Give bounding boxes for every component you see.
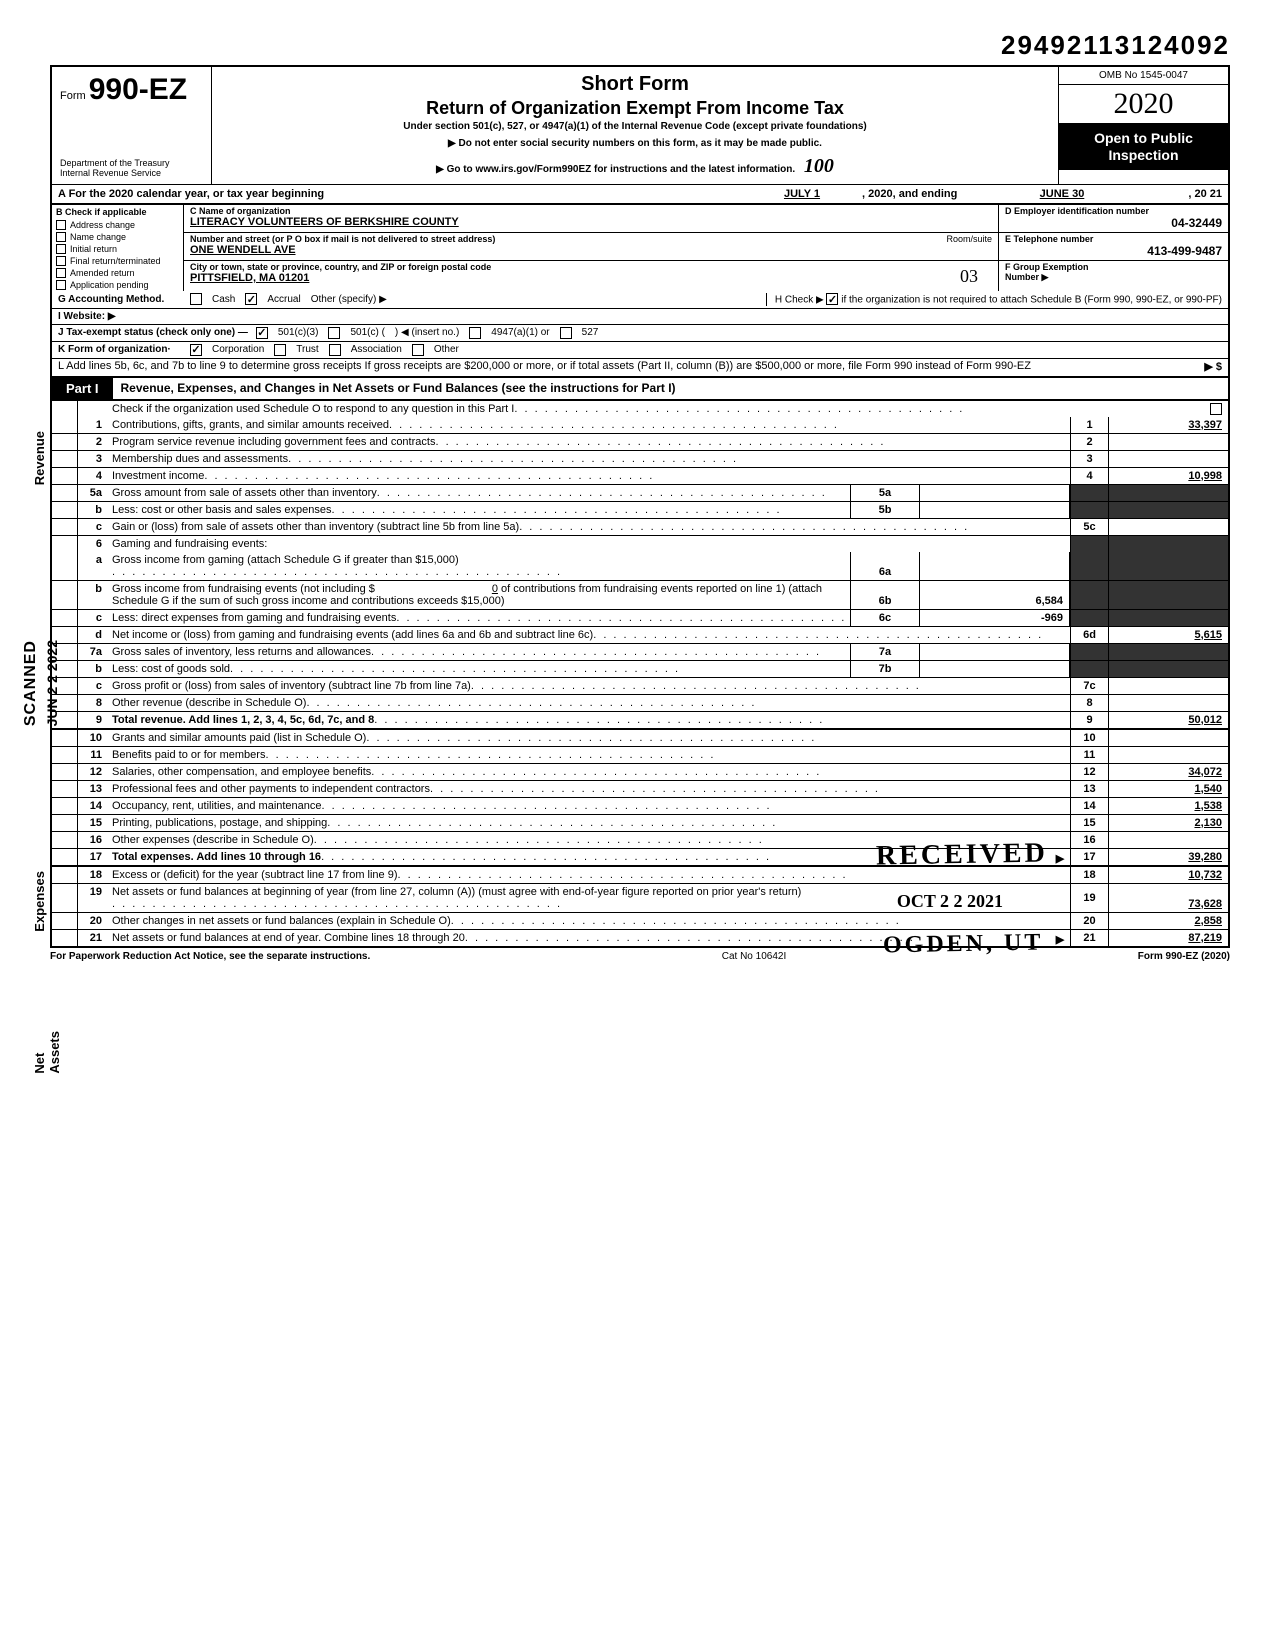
section-revenue: Revenue [32,431,47,485]
tax-year: 2020 [1059,85,1228,124]
col-c-org-info: C Name of organization LITERACY VOLUNTEE… [184,205,998,291]
row-k-form-org: K Form of organization· ✓Corporation Tru… [50,342,1230,359]
org-street: ONE WENDELL AVE [190,244,296,256]
form-number: Form 990-EZ [60,73,203,107]
omb-number: OMB No 1545-0047 [1059,67,1228,85]
telephone: 413-499-9487 [1005,244,1222,258]
line-5c-value [1108,519,1228,535]
part-1-body: Revenue Expenses Net Assets RECEIVED OCT… [50,401,1230,948]
line-3-value [1108,451,1228,467]
ssn-note: ▶ Do not enter social security numbers o… [222,138,1048,149]
checkbox-cash[interactable] [190,293,202,305]
line-16-value [1108,832,1228,848]
line-21-value: 87,219 [1108,930,1228,946]
form-header: Form 990-EZ Department of the Treasury I… [50,65,1230,184]
row-i-website: I Website: ▶ [50,309,1230,325]
line-6c-value: -969 [920,610,1070,626]
org-city: PITTSFIELD, MA 01201 [190,272,309,284]
checkbox-name-change[interactable] [56,232,66,242]
line-18-value: 10,732 [1108,867,1228,883]
short-form-label: Short Form [222,73,1048,96]
dln: 29492113124092 [50,30,1230,61]
dept-treasury: Department of the Treasury Internal Reve… [60,158,203,178]
checkbox-accrual[interactable]: ✓ [245,293,257,305]
checkbox-initial-return[interactable] [56,244,66,254]
line-12-value: 34,072 [1108,764,1228,780]
row-j-tax-exempt: J Tax-exempt status (check only one) — ✓… [50,325,1230,342]
line-11-value [1108,747,1228,763]
checkbox-schedule-b[interactable]: ✓ [826,293,838,305]
line-8-value [1108,695,1228,711]
checkbox-corp[interactable]: ✓ [190,344,202,356]
handwritten-03: 03 [960,266,978,287]
checkbox-address-change[interactable] [56,220,66,230]
checkbox-4947[interactable] [469,327,481,339]
checkbox-trust[interactable] [274,344,286,356]
col-b-checkboxes: B Check if applicable Address change Nam… [52,205,184,291]
line-6b-value: 6,584 [920,581,1070,609]
open-inspection: Open to Public Inspection [1059,124,1228,170]
checkbox-assoc[interactable] [329,344,341,356]
line-9-value: 50,012 [1108,712,1228,728]
line-7c-value [1108,678,1228,694]
checkbox-final-return[interactable] [56,256,66,266]
form-subtitle: Under section 501(c), 527, or 4947(a)(1)… [222,121,1048,132]
line-2-value [1108,434,1228,450]
checkbox-pending[interactable] [56,280,66,290]
row-l-gross-receipts: L Add lines 5b, 6c, and 7b to line 9 to … [50,359,1230,377]
checkbox-527[interactable] [560,327,572,339]
line-6d-value: 5,615 [1108,627,1228,643]
section-expenses: Expenses [32,871,47,932]
ein: 04-32449 [1005,216,1222,230]
scanned-stamp: SCANNED [22,640,40,726]
line-19-value: 73,628 [1108,884,1228,912]
line-17-value: 39,280 [1108,849,1228,865]
form-title: Return of Organization Exempt From Incom… [222,98,1048,119]
checkbox-amended[interactable] [56,268,66,278]
line-4-value: 10,998 [1108,468,1228,484]
row-g-accounting: G Accounting Method. Cash ✓Accrual Other… [50,291,1230,309]
block-bcd: B Check if applicable Address change Nam… [50,205,1230,291]
goto-link: ▶ Go to www.irs.gov/Form990EZ for instru… [222,155,1048,178]
checkbox-schedule-o[interactable] [1210,403,1222,415]
line-20-value: 2,858 [1108,913,1228,929]
org-name: LITERACY VOLUNTEERS OF BERKSHIRE COUNTY [190,216,459,228]
line-1-value: 33,397 [1108,417,1228,433]
checkbox-501c[interactable] [328,327,340,339]
part-1-header: Part I Revenue, Expenses, and Changes in… [50,377,1230,401]
checkbox-501c3[interactable]: ✓ [256,327,268,339]
checkbox-other-org[interactable] [412,344,424,356]
handwritten-100: 100 [804,155,834,177]
line-13-value: 1,540 [1108,781,1228,797]
line-15-value: 2,130 [1108,815,1228,831]
line-14-value: 1,538 [1108,798,1228,814]
section-net-assets: Net Assets [32,1031,62,1074]
col-d-ein-tel: D Employer identification number 04-3244… [998,205,1228,291]
line-10-value [1108,730,1228,746]
page-footer: For Paperwork Reduction Act Notice, see … [50,948,1230,962]
row-a-tax-year: A For the 2020 calendar year, or tax yea… [50,184,1230,205]
